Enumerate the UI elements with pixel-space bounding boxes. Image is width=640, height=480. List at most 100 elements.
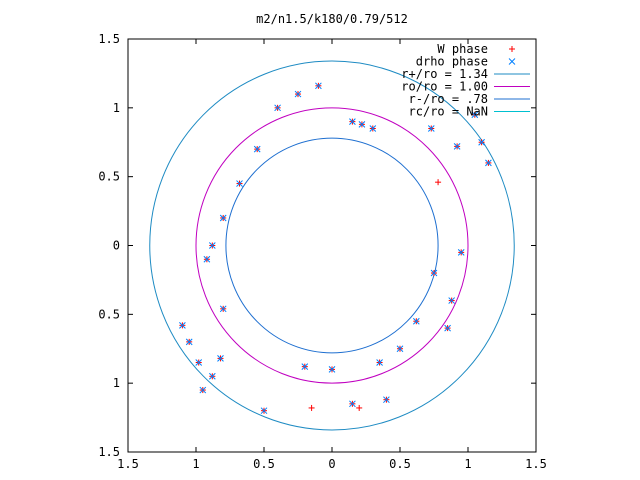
x-marker-b [427, 125, 435, 132]
data-point [356, 404, 363, 411]
x-marker-b [412, 317, 420, 325]
data-point [328, 366, 336, 373]
x-marker-b [219, 214, 227, 222]
data-point [185, 338, 193, 346]
data-point [383, 396, 390, 404]
y-tick-label: 1.5 [98, 445, 120, 459]
x-marker-b [453, 143, 461, 150]
y-tick-label: 0.5 [98, 307, 120, 321]
x-marker-b [471, 111, 479, 119]
x-marker-b [195, 359, 203, 366]
x-tick-label: 0.5 [253, 457, 275, 471]
data-point [448, 297, 456, 304]
data-point [195, 359, 203, 366]
data-point [444, 324, 451, 332]
data-point [376, 359, 383, 366]
circles-layer [149, 60, 515, 431]
data-point [236, 180, 243, 187]
x-marker-b [369, 125, 377, 132]
x-marker-b [328, 366, 336, 373]
x-tick-label: 1.5 [525, 457, 547, 471]
data-point [179, 321, 186, 329]
data-point [396, 345, 404, 353]
y-tick-label: 0 [113, 239, 120, 253]
data-point [253, 145, 261, 153]
data-point [349, 118, 356, 125]
x-marker-b [478, 138, 485, 146]
legend-label: ro/ro = 1.00 [401, 80, 488, 94]
x-marker-b [185, 338, 193, 346]
x-tick-label: 1 [464, 457, 471, 471]
circle-series-2 [149, 60, 515, 431]
data-point [453, 143, 461, 150]
x-marker-b [260, 407, 268, 415]
legend-marker-x-b [508, 58, 516, 65]
data-point [485, 159, 492, 167]
y-tick-label: 1 [113, 376, 120, 390]
data-point [471, 111, 479, 119]
x-marker-b [315, 82, 322, 90]
x-marker-b [179, 321, 186, 329]
x-marker-b [301, 363, 309, 371]
x-tick-label: 0 [328, 457, 335, 471]
x-tick-label: 0.5 [389, 457, 411, 471]
x-marker-b [274, 104, 281, 112]
data-point [219, 305, 227, 313]
legend-label: rc/ro = NaN [409, 105, 488, 119]
data-point [435, 179, 442, 186]
x-marker-b [376, 359, 383, 366]
data-point [219, 214, 227, 222]
data-point [478, 138, 485, 146]
data-point [208, 372, 216, 380]
data-point [315, 82, 322, 90]
data-point [457, 249, 465, 256]
x-marker-b [457, 249, 465, 256]
x-marker-b [199, 386, 207, 394]
data-point [349, 400, 356, 408]
data-point [294, 90, 302, 98]
circle-series-3 [195, 107, 469, 384]
x-marker-b [444, 324, 451, 332]
x-marker-b [349, 118, 356, 125]
data-point [301, 363, 309, 371]
x-marker-b [383, 396, 390, 404]
circle-series-4 [225, 137, 439, 354]
x-marker-b [253, 145, 261, 153]
data-point [430, 269, 438, 277]
x-marker-b [294, 90, 302, 98]
data-point [274, 104, 281, 112]
x-marker-b [203, 255, 211, 263]
points-layer [179, 82, 492, 415]
x-marker-b [217, 355, 224, 362]
x-marker-b [430, 269, 438, 277]
data-point [427, 125, 435, 132]
y-tick-label: 1 [113, 101, 120, 115]
x-marker-b [448, 297, 456, 304]
data-point [369, 125, 377, 132]
legend-label: drho phase [416, 55, 488, 69]
x-marker-b [485, 159, 492, 167]
y-tick-label: 0.5 [98, 170, 120, 184]
y-tick-label: 1.5 [98, 32, 120, 46]
x-marker-b [349, 400, 356, 408]
data-point [412, 317, 420, 325]
data-point [203, 255, 211, 263]
data-point [260, 407, 268, 415]
data-point [358, 120, 366, 128]
data-point [199, 386, 207, 394]
x-marker-b [208, 242, 216, 249]
data-point [208, 242, 216, 249]
data-point [217, 355, 224, 362]
chart-title: m2/n1.5/k180/0.79/512 [256, 12, 408, 26]
x-tick-label: 1 [192, 457, 199, 471]
x-tick-label: 1.5 [117, 457, 139, 471]
ticks-layer: 1.5 1 0.5 0 0.5 1 1.51.510.500.511.5 [98, 32, 547, 471]
legend-label: W phase [437, 42, 488, 56]
x-marker-b [236, 180, 243, 187]
legend-label: r+/ro = 1.34 [401, 67, 488, 81]
legend-label: r-/ro = .78 [409, 92, 488, 106]
data-point [308, 404, 315, 411]
x-marker-b [219, 305, 227, 313]
